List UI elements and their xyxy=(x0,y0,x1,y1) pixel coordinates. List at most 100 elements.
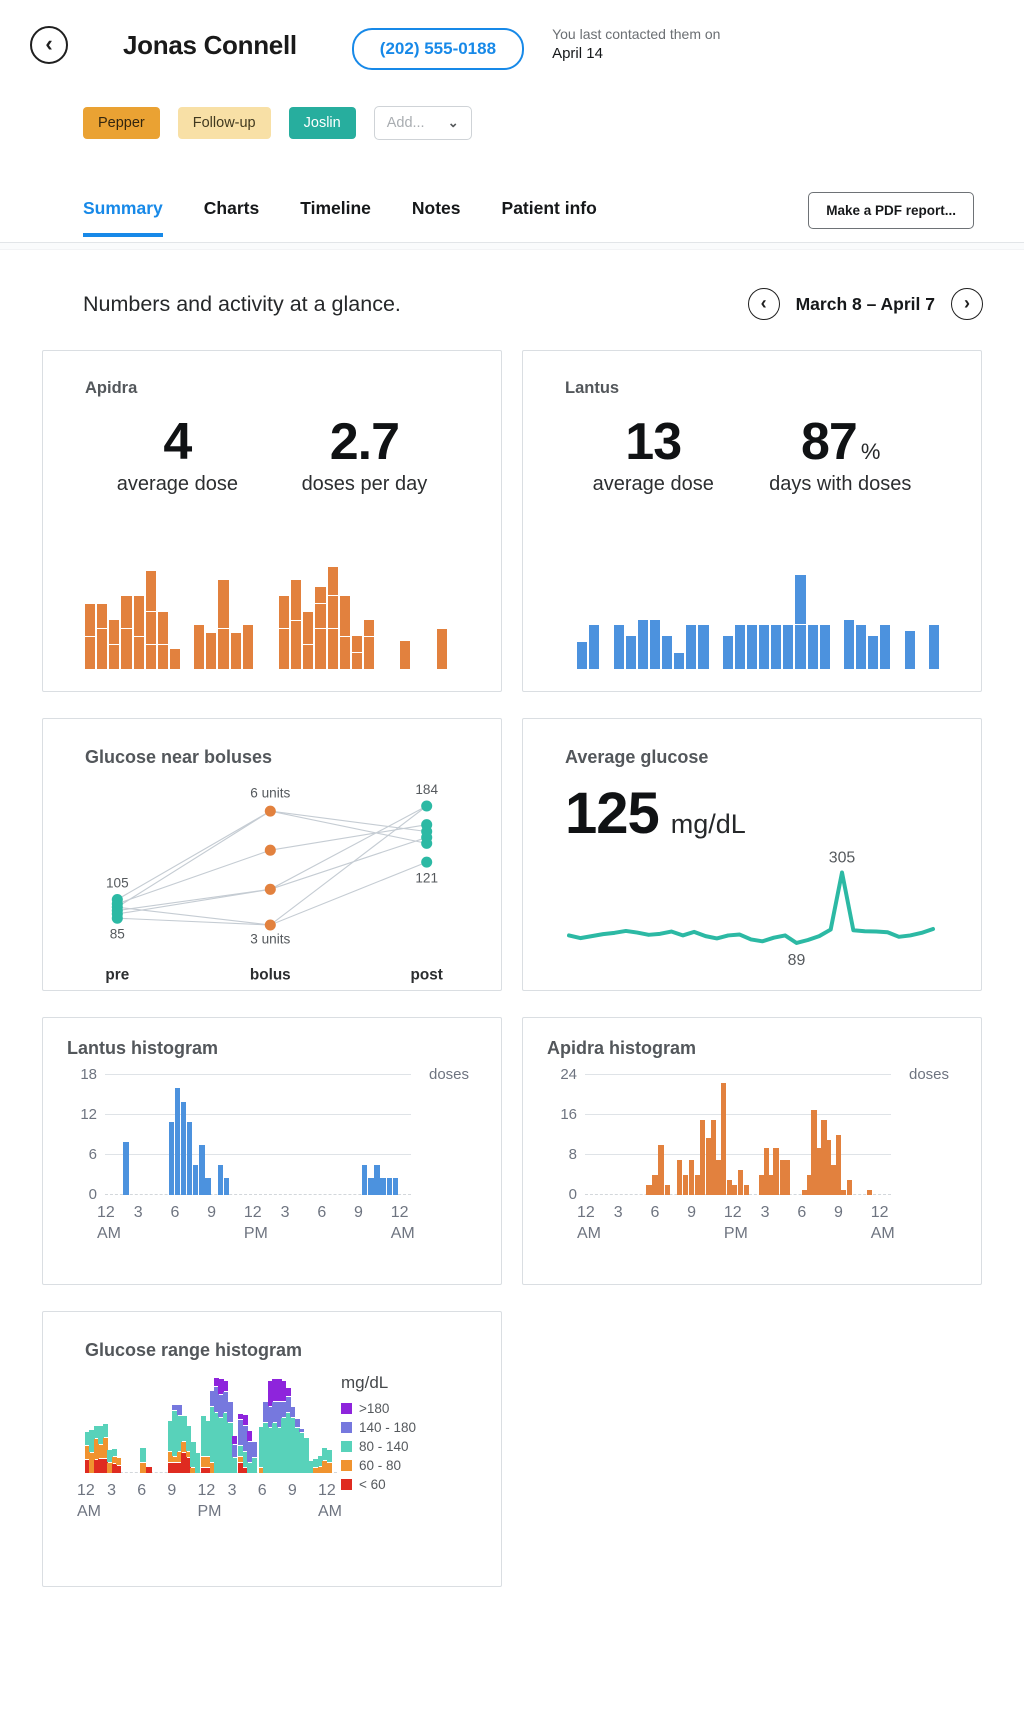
back-button[interactable]: ‹ xyxy=(30,26,68,64)
card-title: Glucose near boluses xyxy=(85,747,273,767)
glucose-range-histogram-chart: 12 AM 3 6 9 12 PM 3 6 9 12 AM mg/dL >180 140 - 180 80 … xyxy=(77,1371,459,1527)
last-contact: You last contacted them on April 14 xyxy=(552,26,720,62)
range-segment xyxy=(298,1433,305,1473)
dose-segment xyxy=(169,649,180,669)
dose-segment xyxy=(686,625,697,669)
range-segment xyxy=(231,1436,238,1444)
day-bar xyxy=(722,636,733,669)
tab-summary[interactable]: Summary xyxy=(83,198,163,237)
stacked-bar xyxy=(140,1448,146,1473)
range-segment xyxy=(294,1419,300,1427)
glucose-value: 125 xyxy=(565,781,660,846)
dose-segment xyxy=(133,637,144,669)
range-plot-inner xyxy=(85,1371,337,1473)
value-label: 184 xyxy=(415,782,438,797)
legend-item: 80 - 140 xyxy=(341,1439,459,1454)
make-pdf-report-button[interactable]: Make a PDF report... xyxy=(808,192,974,229)
range-segment xyxy=(218,1418,224,1473)
range-segment xyxy=(181,1453,187,1473)
y-axis-label: 0 xyxy=(568,1186,577,1203)
day-bar xyxy=(662,636,673,669)
range-segment xyxy=(272,1423,278,1473)
stat-label: doses per day xyxy=(301,473,428,496)
legend-item: 60 - 80 xyxy=(341,1458,459,1473)
axis-label-post: post xyxy=(411,966,443,983)
range-segment xyxy=(247,1442,253,1462)
phone-button[interactable]: (202) 555-0188 xyxy=(351,28,525,70)
x-tick-label: 9 xyxy=(354,1204,363,1221)
tag-follow-up[interactable]: Follow-up xyxy=(177,107,271,139)
range-segment xyxy=(242,1452,248,1467)
dose-segment xyxy=(819,625,830,669)
dose-segment xyxy=(904,630,915,669)
lantus-daily-doses-chart xyxy=(565,565,939,669)
histogram-bar xyxy=(646,1185,652,1195)
x-tick-label: 3 xyxy=(280,1204,290,1221)
tab-patient-info[interactable]: Patient info xyxy=(502,198,597,237)
stacked-bar xyxy=(290,1407,296,1473)
prev-period-button[interactable]: ‹ xyxy=(747,288,780,320)
range-segment xyxy=(258,1427,265,1467)
add-tag-select[interactable]: Add... ⌄ xyxy=(373,106,472,140)
tag-joslin[interactable]: Joslin xyxy=(288,107,356,139)
day-bar xyxy=(109,620,120,669)
x-tick-label: 3 xyxy=(760,1204,770,1221)
page-header: ‹ Jonas Connell (202) 555-0188 You last … xyxy=(0,0,1024,70)
tab-timeline[interactable]: Timeline xyxy=(300,198,371,237)
day-bar xyxy=(843,619,854,669)
dose-segment xyxy=(734,625,745,669)
dose-segment xyxy=(363,620,374,636)
stat-suffix: % xyxy=(860,439,881,464)
x-tick-label: 6 xyxy=(317,1204,327,1221)
dose-segment xyxy=(339,637,350,669)
range-segment xyxy=(242,1468,248,1473)
day-bar xyxy=(315,587,326,669)
dose-segment xyxy=(746,625,757,669)
card-title: Apidra xyxy=(85,379,138,397)
range-segment xyxy=(89,1430,95,1452)
apidra-card: Apidra 4 average dose 2.7 doses per day xyxy=(42,350,502,692)
tag-pepper[interactable]: Pepper xyxy=(83,107,160,139)
dose-segment xyxy=(157,612,168,644)
dose-segment xyxy=(783,625,794,669)
day-bar xyxy=(85,604,96,669)
dose-segment xyxy=(145,645,156,669)
next-period-button[interactable]: › xyxy=(951,288,983,320)
stacked-bar xyxy=(258,1427,265,1473)
histogram-bar xyxy=(706,1137,712,1195)
dose-segment xyxy=(674,652,685,669)
y-axis-label: 18 xyxy=(80,1066,97,1083)
histogram-bar xyxy=(826,1140,832,1195)
histogram-plot-inner xyxy=(585,1074,891,1195)
range-segment xyxy=(238,1414,244,1419)
day-bar xyxy=(436,629,447,669)
legend-item: 140 - 180 xyxy=(341,1420,459,1435)
legend-item: < 60 xyxy=(341,1477,459,1492)
range-segment xyxy=(172,1463,178,1473)
range-segment xyxy=(298,1429,305,1432)
tab-notes[interactable]: Notes xyxy=(412,198,461,237)
tab-charts[interactable]: Charts xyxy=(204,198,259,237)
x-axis: 12 AM 3 6 9 12 PM 3 6 9 12 AM xyxy=(97,1203,477,1249)
stat-value: 4 xyxy=(163,413,192,471)
dose-segment xyxy=(85,637,96,669)
histogram-bar xyxy=(744,1185,750,1195)
range-segment xyxy=(181,1442,187,1452)
legend-swatch xyxy=(341,1422,352,1433)
lantus-histogram-card: Lantus histogram 0 6 12 18 doses 12 AM 3 6 9 12 PM 3… xyxy=(42,1017,502,1285)
lantus-histogram-chart: 0 6 12 18 doses 12 AM 3 6 9 12 PM 3 6 9 12 AM xyxy=(67,1066,477,1249)
dose-segment xyxy=(868,636,879,669)
histogram-bar xyxy=(374,1165,380,1195)
stacked-bar xyxy=(322,1448,328,1473)
last-contact-date: April 14 xyxy=(552,45,603,62)
day-bar xyxy=(904,630,915,669)
range-segment xyxy=(140,1448,146,1462)
value-label: 3 units xyxy=(250,932,290,947)
x-tick-label: 12 PM xyxy=(197,1482,222,1520)
range-segment xyxy=(238,1457,244,1462)
x-axis-inner: 12 AM 3 6 9 12 PM 3 6 9 12 AM xyxy=(577,1203,895,1249)
trough-label: 89 xyxy=(788,952,806,969)
day-bar xyxy=(577,641,588,669)
range-segment xyxy=(222,1381,229,1391)
glucose-near-boluses-card: Glucose near boluses 105 85 6 units 3 units… xyxy=(42,718,502,991)
